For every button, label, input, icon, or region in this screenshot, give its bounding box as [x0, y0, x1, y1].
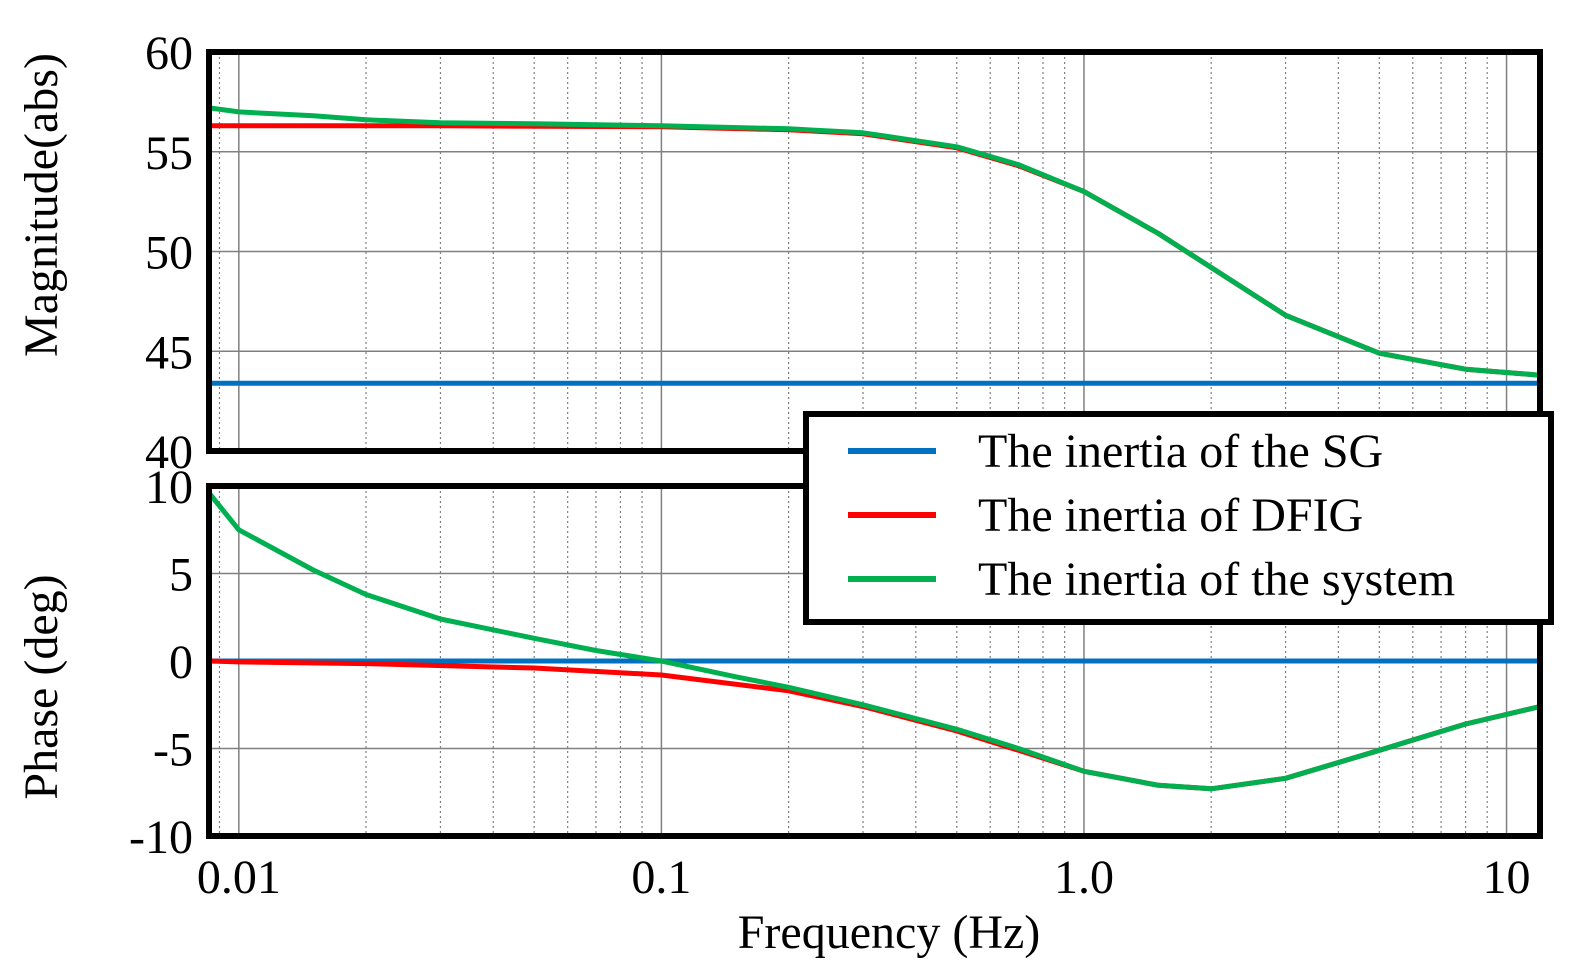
- phase-ytick-label: 10: [145, 461, 193, 514]
- legend-label: The inertia of the SG: [978, 425, 1383, 478]
- xtick-label: 10: [1483, 851, 1531, 904]
- phase-ytick-label: -5: [153, 724, 193, 777]
- phase-ytick-label: 5: [169, 549, 193, 602]
- phase-axis-label: Phase (deg): [15, 574, 68, 799]
- xtick-label: 0.1: [631, 851, 691, 904]
- magnitude-axis-label: Magnitude(abs): [15, 53, 68, 357]
- magnitude-ytick-label: 60: [145, 27, 193, 80]
- magnitude-ytick-label: 40: [145, 426, 193, 479]
- xtick-label: 0.01: [197, 851, 281, 904]
- magnitude-ytick-label: 45: [145, 326, 193, 379]
- legend-label: The inertia of the system: [978, 553, 1455, 606]
- magnitude-series-system: [209, 105, 1540, 378]
- legend: The inertia of the SG The inertia of DFIG…: [803, 411, 1554, 625]
- magnitude-ytick-label: 55: [145, 127, 193, 180]
- phase-series-dfig: [209, 658, 1540, 792]
- xtick-label: 1.0: [1054, 851, 1114, 904]
- magnitude-ytick-label: 50: [145, 227, 193, 280]
- phase-series-system: [209, 490, 1540, 792]
- frequency-axis-label: Frequency (Hz): [738, 906, 1041, 959]
- legend-label: The inertia of DFIG: [978, 489, 1363, 542]
- phase-ytick-label: 0: [169, 636, 193, 689]
- phase-ytick-label: -10: [129, 811, 193, 864]
